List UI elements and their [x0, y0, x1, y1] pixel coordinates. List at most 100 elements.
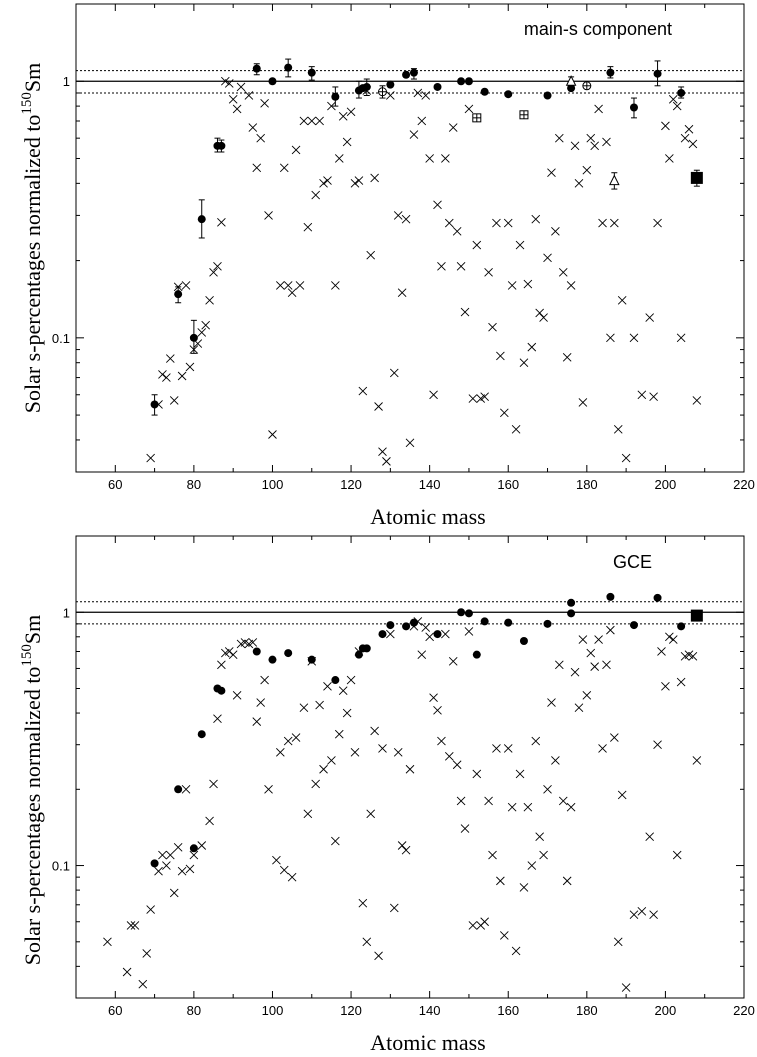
cross-stroke	[637, 906, 647, 916]
data-point-circle	[433, 630, 442, 639]
data-point-cross	[366, 250, 376, 260]
data-point-cross	[397, 288, 407, 297]
data-point-circle	[504, 90, 513, 99]
data-point-circle	[472, 650, 481, 659]
x-tick-label: 200	[655, 477, 677, 492]
cross-stroke	[653, 218, 662, 228]
cross-stroke	[610, 218, 619, 228]
data-point-circle	[402, 70, 411, 79]
cross-stroke	[562, 352, 572, 362]
cross-stroke	[382, 457, 391, 466]
x-tick-label: 140	[419, 477, 441, 492]
data-point-cross	[562, 352, 572, 362]
cross-stroke	[197, 328, 207, 337]
data-point-cross	[158, 850, 167, 860]
cross-stroke	[649, 910, 658, 919]
cross-stroke	[173, 843, 183, 852]
data-point-cross	[503, 744, 513, 753]
data-point-cross	[535, 832, 544, 842]
cross-stroke	[201, 320, 210, 330]
cross-stroke	[488, 322, 497, 332]
data-point-cross	[613, 937, 623, 947]
data-point-cross	[511, 425, 521, 434]
data-point-cross	[311, 190, 321, 200]
data-point-circle	[653, 593, 662, 602]
data-point-cross	[665, 632, 674, 642]
y-tick-label: 1	[63, 605, 70, 620]
cross-stroke	[389, 903, 399, 913]
data-point-cross	[405, 438, 415, 448]
data-point-cross	[558, 796, 568, 806]
data-point-cross	[586, 648, 596, 658]
data-point-cross	[338, 686, 348, 696]
data-point-circle	[284, 63, 293, 72]
y-tick-label: 0.1	[52, 331, 70, 346]
cross-stroke	[323, 682, 332, 691]
data-point-cross	[358, 898, 368, 908]
cross-stroke	[574, 179, 584, 188]
cross-stroke	[570, 141, 580, 151]
data-point-circle	[362, 82, 371, 91]
cross-stroke	[496, 876, 505, 886]
data-point-cross	[366, 809, 376, 819]
y-tick-label: 1	[63, 74, 70, 89]
data-point-cross	[283, 736, 293, 746]
data-point-open-square	[472, 113, 482, 123]
panel-label: main-s component	[524, 19, 672, 39]
data-point-cross	[629, 333, 639, 343]
cross-stroke	[448, 123, 458, 132]
data-point-cross	[421, 623, 431, 632]
x-tick-label: 80	[187, 1003, 201, 1018]
data-point-cross	[256, 698, 266, 707]
panel-main-s: main-s component Atomic mass Solar s-per…	[19, 3, 755, 529]
data-point-cross	[441, 629, 450, 639]
data-point-cross	[456, 796, 466, 806]
cross-stroke	[232, 104, 242, 114]
cross-stroke	[417, 116, 427, 126]
cross-stroke	[177, 371, 187, 381]
data-point-cross	[228, 95, 238, 104]
data-point-cross	[570, 667, 580, 677]
cross-stroke	[386, 91, 395, 100]
data-point-cross	[629, 910, 639, 919]
data-point-cross	[205, 816, 214, 826]
data-point-cross	[389, 903, 399, 913]
data-point-cross	[217, 217, 226, 227]
cross-stroke	[668, 95, 678, 104]
data-point-cross	[511, 946, 521, 956]
data-point-cross	[276, 281, 285, 290]
data-point-cross	[323, 176, 332, 185]
x-tick-label: 120	[340, 477, 362, 492]
cross-stroke	[181, 784, 191, 794]
data-point-circle	[331, 92, 340, 101]
cross-stroke	[338, 111, 348, 121]
cross-stroke	[220, 76, 230, 86]
cross-stroke	[657, 647, 666, 656]
cross-stroke	[598, 744, 607, 753]
cross-stroke	[342, 137, 352, 147]
cross-stroke	[570, 667, 580, 677]
cross-stroke	[338, 686, 348, 696]
cross-stroke	[484, 268, 493, 277]
cross-stroke	[217, 217, 226, 227]
cross-stroke	[346, 675, 356, 685]
cross-stroke	[189, 345, 199, 354]
x-tick-label: 180	[576, 1003, 598, 1018]
data-point-cross	[590, 141, 600, 151]
data-point-cross	[205, 296, 214, 305]
data-point-cross	[621, 453, 631, 463]
data-point-cross	[264, 211, 273, 220]
cross-stroke	[268, 430, 277, 439]
data-point-circle	[217, 141, 226, 150]
data-point-cross	[146, 453, 155, 463]
cross-stroke	[602, 137, 611, 147]
data-point-cross	[554, 133, 564, 143]
cross-stroke	[264, 784, 273, 794]
data-point-cross	[276, 747, 285, 757]
data-point-cross	[680, 133, 690, 143]
cross-stroke	[433, 706, 442, 715]
data-point-cross	[307, 116, 317, 126]
cross-stroke	[421, 91, 431, 100]
data-point-circle	[217, 686, 226, 695]
data-point-cross	[185, 362, 195, 372]
